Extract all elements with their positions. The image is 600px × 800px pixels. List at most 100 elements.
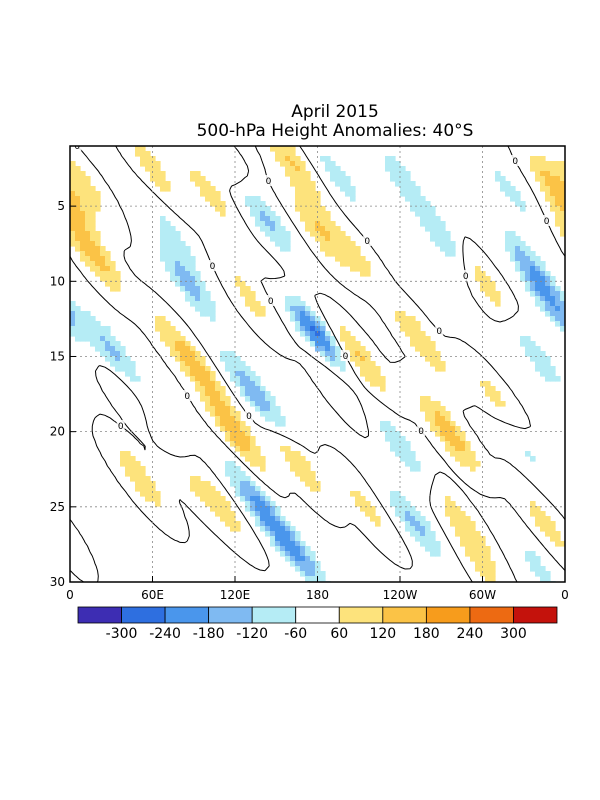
anomaly-cell <box>465 546 471 552</box>
anomaly-cell <box>255 516 261 522</box>
anomaly-cell <box>90 241 96 247</box>
anomaly-cell <box>190 286 196 292</box>
anomaly-cell <box>530 566 536 572</box>
anomaly-cell <box>420 526 426 532</box>
anomaly-cell <box>285 161 291 167</box>
anomaly-cell <box>315 561 321 567</box>
anomaly-cell <box>135 476 141 482</box>
anomaly-cell <box>175 251 181 257</box>
anomaly-cell <box>350 196 356 202</box>
anomaly-cell <box>130 361 136 367</box>
anomaly-cell <box>180 341 186 347</box>
anomaly-cell <box>240 451 246 457</box>
anomaly-cell <box>235 356 241 362</box>
anomaly-cell <box>180 351 186 357</box>
anomaly-cell <box>410 341 416 347</box>
anomaly-cell <box>525 556 531 562</box>
anomaly-cell <box>290 161 296 167</box>
anomaly-cell <box>430 411 436 417</box>
x-axis: 0 60E 120E 180 120W 60W 0 <box>66 576 569 602</box>
anomaly-cell <box>110 281 116 287</box>
anomaly-cell <box>225 366 231 372</box>
anomaly-cell <box>405 176 411 182</box>
anomaly-cell <box>160 236 166 242</box>
anomaly-cell <box>415 336 421 342</box>
anomaly-cell <box>130 476 136 482</box>
anomaly-cell <box>100 326 106 332</box>
anomaly-cell <box>70 226 76 232</box>
anomaly-cell <box>415 206 421 212</box>
anomaly-cell <box>215 201 221 207</box>
anomaly-cell <box>180 241 186 247</box>
anomaly-cell <box>70 181 76 187</box>
anomaly-cell <box>520 246 526 252</box>
anomaly-cell <box>170 241 176 247</box>
anomaly-cell <box>545 301 551 307</box>
anomaly-cell <box>195 171 201 177</box>
anomaly-cell <box>265 396 271 402</box>
anomaly-cell <box>495 391 501 397</box>
anomaly-cell <box>200 391 206 397</box>
anomaly-cell <box>550 311 556 317</box>
anomaly-cell <box>155 161 161 167</box>
anomaly-cell <box>425 536 431 542</box>
anomaly-cell <box>425 201 431 207</box>
anomaly-cell <box>440 236 446 242</box>
anomaly-cell <box>160 326 166 332</box>
anomaly-cell <box>400 321 406 327</box>
anomaly-cell <box>275 526 281 532</box>
anomaly-cell <box>540 286 546 292</box>
anomaly-cell <box>125 451 131 457</box>
anomaly-cell <box>485 546 491 552</box>
anomaly-cell <box>375 376 381 382</box>
colorbar-swatch <box>469 606 514 624</box>
anomaly-cell <box>315 571 321 577</box>
anomaly-cell <box>560 171 565 177</box>
anomaly-cell <box>450 431 456 437</box>
anomaly-cell <box>310 561 316 567</box>
anomaly-cell <box>545 176 551 182</box>
anomaly-cell <box>235 471 241 477</box>
anomaly-cell <box>385 156 391 162</box>
anomaly-cell <box>435 411 441 417</box>
anomaly-cell <box>270 416 276 422</box>
anomaly-cell <box>515 191 521 197</box>
anomaly-cell <box>195 366 201 372</box>
anomaly-cell <box>125 471 131 477</box>
anomaly-cell <box>290 166 296 172</box>
anomaly-cell <box>490 576 496 582</box>
anomaly-cell <box>270 516 276 522</box>
anomaly-cell <box>425 356 431 362</box>
anomaly-cell <box>165 331 171 337</box>
anomaly-cell <box>70 171 76 177</box>
anomaly-cell <box>515 256 521 262</box>
contour-label-bg <box>266 295 275 306</box>
anomaly-cell <box>315 316 321 322</box>
anomaly-cell <box>315 226 321 232</box>
anomaly-cell <box>225 406 231 412</box>
anomaly-cell <box>170 271 176 277</box>
colorbar-swatch <box>295 606 340 624</box>
anomaly-cell <box>90 331 96 337</box>
anomaly-cell <box>75 326 81 332</box>
anomaly-cell <box>535 356 541 362</box>
anomaly-cell <box>325 166 331 172</box>
anomaly-cell <box>445 246 451 252</box>
anomaly-cell <box>365 366 371 372</box>
anomaly-cell <box>480 541 486 547</box>
anomaly-cell <box>510 191 516 197</box>
anomaly-cell <box>305 471 311 477</box>
anomaly-cell <box>555 541 561 547</box>
anomaly-cell <box>195 476 201 482</box>
anomaly-cell <box>305 176 311 182</box>
anomaly-cell <box>390 431 396 437</box>
anomaly-cell <box>160 186 166 192</box>
anomaly-cell <box>350 341 356 347</box>
anomaly-cell <box>445 441 451 447</box>
anomaly-cell <box>535 171 541 177</box>
anomaly-cell <box>550 191 556 197</box>
anomaly-cell <box>460 461 466 467</box>
anomaly-cell <box>430 206 436 212</box>
anomaly-cell <box>475 531 481 537</box>
anomaly-cell <box>265 211 271 217</box>
